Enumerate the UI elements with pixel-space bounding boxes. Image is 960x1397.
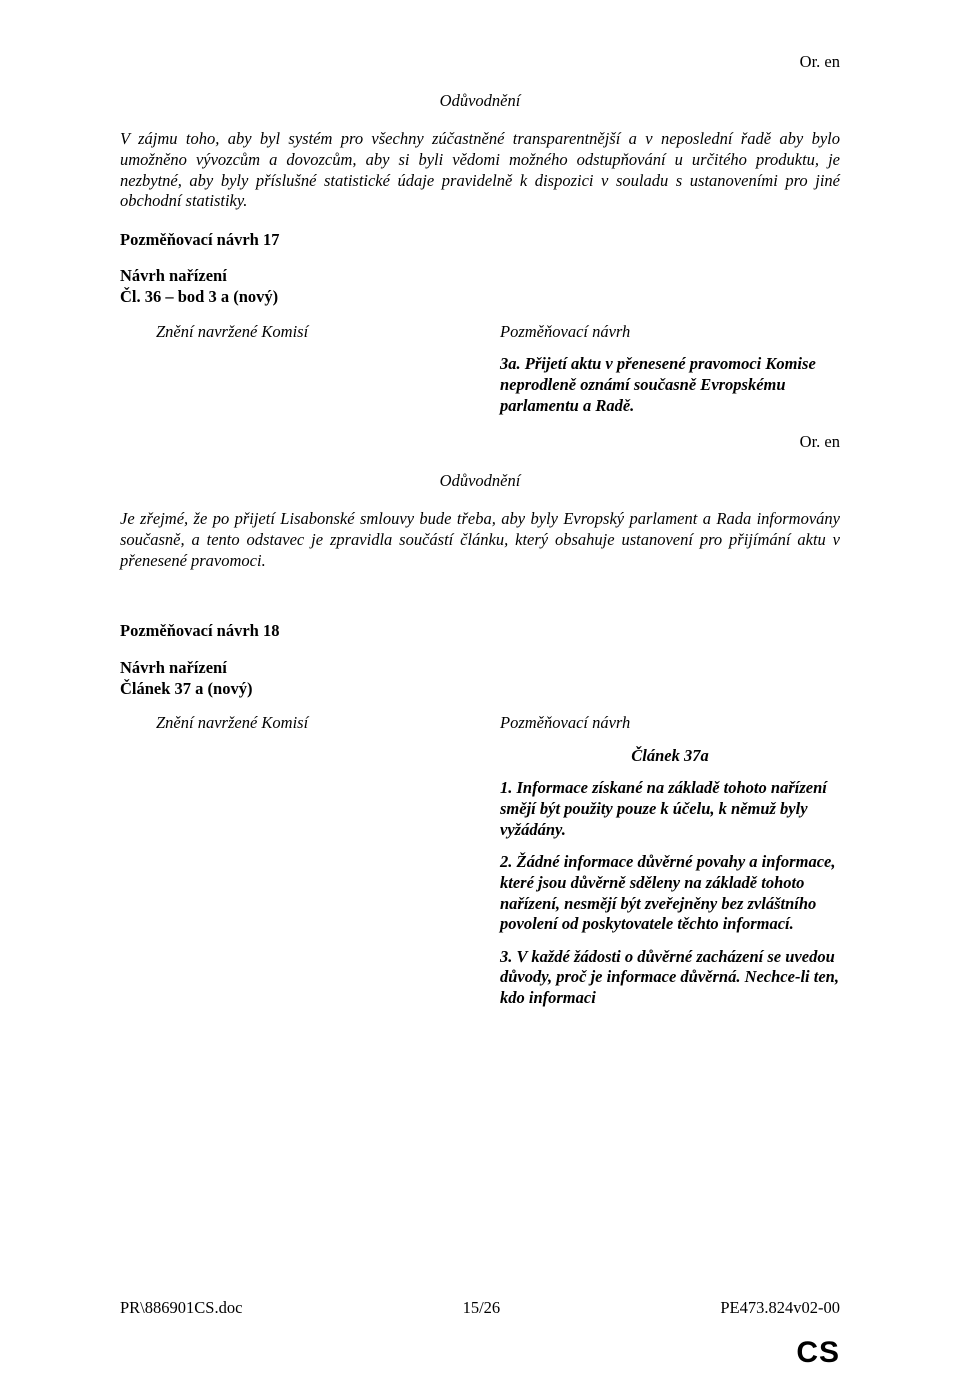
proposal-label-18: Návrh nařízení: [120, 658, 840, 679]
right-col-header-18: Pozměňovací návrh: [500, 713, 840, 734]
language-marker-top: Or. en: [120, 52, 840, 73]
amendment-17-columns: Znění navržené Komisí Pozměňovací návrh …: [120, 322, 840, 429]
rationale-17: Je zřejmé, že po přijetí Lisabonské smlo…: [120, 509, 840, 571]
article-title-18: Článek 37a: [500, 746, 840, 767]
justification-heading-17: Odůvodnění: [120, 471, 840, 492]
article-ref-18: Článek 37 a (nový): [120, 679, 840, 700]
amendment-18-columns: Znění navržené Komisí Pozměňovací návrh …: [120, 713, 840, 1021]
amendment-17-right-col: Pozměňovací návrh 3a. Přijetí aktu v pře…: [500, 322, 840, 429]
page-footer: PR\886901CS.doc 15/26 PE473.824v02-00: [120, 1298, 840, 1319]
article-ref-17: Čl. 36 – bod 3 a (nový): [120, 287, 840, 308]
justification-heading-1: Odůvodnění: [120, 91, 840, 112]
proposal-label-17: Návrh nařízení: [120, 266, 840, 287]
language-marker-17: Or. en: [120, 432, 840, 453]
amendment-18-para2: 2. Žádné informace důvěrné povahy a info…: [500, 852, 840, 935]
left-col-header-18: Znění navržené Komisí: [120, 713, 460, 734]
amendment-17-title: Pozměňovací návrh 17: [120, 230, 840, 251]
amendment-17-left-col: Znění navržené Komisí: [120, 322, 460, 429]
language-code: CS: [796, 1334, 840, 1372]
footer-center: 15/26: [463, 1298, 501, 1319]
right-col-header-17: Pozměňovací návrh: [500, 322, 840, 343]
amendment-18-left-col: Znění navržené Komisí: [120, 713, 460, 1021]
amendment-18-para1: 1. Informace získané na základě tohoto n…: [500, 778, 840, 840]
left-col-header-17: Znění navržené Komisí: [120, 322, 460, 343]
amendment-18-para3: 3. V každé žádosti o důvěrné zacházení s…: [500, 947, 840, 1009]
intro-paragraph: V zájmu toho, aby byl systém pro všechny…: [120, 129, 840, 212]
amendment-18-title: Pozměňovací návrh 18: [120, 621, 840, 642]
amendment-17-text: 3a. Přijetí aktu v přenesené pravomoci K…: [500, 354, 840, 416]
amendment-18-right-col: Pozměňovací návrh Článek 37a 1. Informac…: [500, 713, 840, 1021]
footer-right: PE473.824v02-00: [720, 1298, 840, 1319]
footer-left: PR\886901CS.doc: [120, 1298, 242, 1319]
